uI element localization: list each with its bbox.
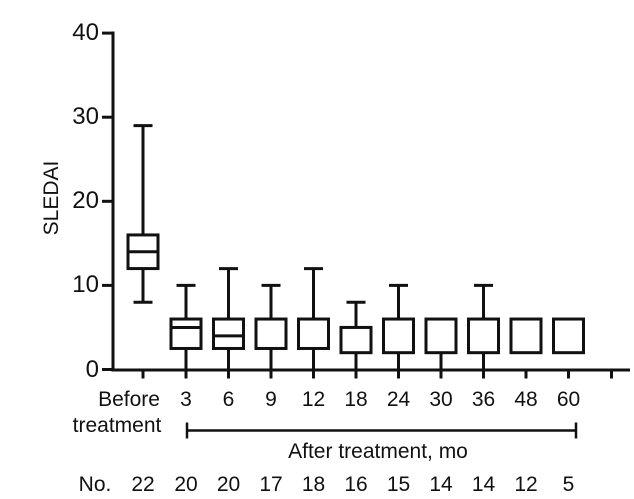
count-value: 14 — [471, 473, 496, 496]
count-value: 22 — [131, 473, 155, 496]
count-value: 12 — [514, 473, 538, 496]
x-tick-label: 24 — [386, 388, 411, 411]
box-iqr — [339, 325, 373, 355]
box-iqr — [509, 317, 543, 355]
box-iqr — [297, 317, 330, 350]
count-value: 14 — [429, 473, 453, 496]
box-iqr — [467, 317, 500, 355]
after-treatment-axis-label: After treatment, mo — [288, 440, 468, 463]
x-tick-label: 48 — [514, 388, 538, 411]
box-iqr — [254, 317, 288, 350]
count-value: 18 — [301, 473, 326, 496]
x-tick-label: 18 — [344, 388, 368, 411]
box-iqr — [424, 317, 458, 355]
x-label-before-line2: treatment — [72, 414, 162, 437]
x-tick-label: 3 — [180, 388, 192, 411]
box-iqr — [552, 317, 585, 355]
x-tick-label: 36 — [471, 388, 496, 411]
count-value: 17 — [259, 473, 283, 496]
count-value: 16 — [344, 473, 368, 496]
box-iqr — [212, 317, 245, 350]
x-tick-label: 6 — [222, 388, 235, 411]
box-iqr — [169, 317, 203, 350]
x-tick-label: 12 — [301, 388, 326, 411]
count-value: 20 — [174, 473, 198, 496]
y-tick-label: 40 — [72, 19, 99, 47]
x-tick-label: 9 — [265, 388, 277, 411]
y-tick-label: 10 — [72, 271, 99, 299]
x-tick-label: 30 — [429, 388, 453, 411]
y-tick-label: 0 — [85, 355, 99, 383]
x-label-before-line1: Before — [98, 388, 160, 411]
y-tick-label: 20 — [72, 187, 99, 215]
count-value: 15 — [386, 473, 411, 496]
count-value: 20 — [216, 473, 241, 496]
count-value: 5 — [562, 473, 575, 496]
box-iqr — [382, 317, 415, 355]
counts-row-label: No. — [78, 473, 112, 496]
y-tick-label: 30 — [72, 103, 99, 131]
x-tick-label: 60 — [556, 388, 581, 411]
